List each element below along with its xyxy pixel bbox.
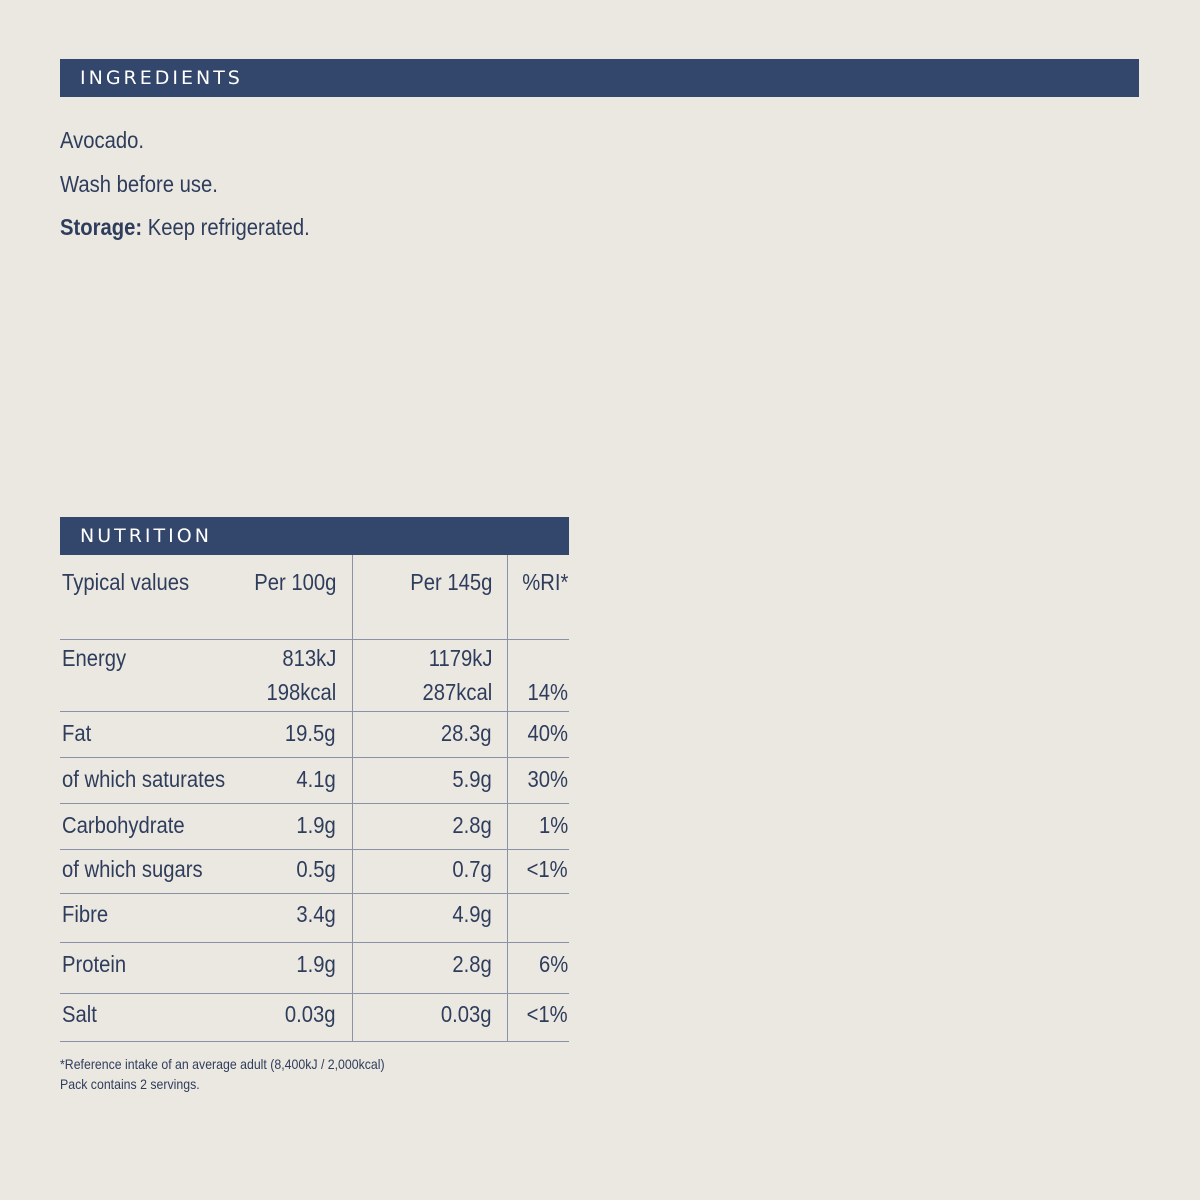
fibre-per145: 4.9g	[452, 901, 492, 927]
carbohydrate-ri: 1%	[538, 812, 568, 838]
storage-text: Keep refrigerated.	[147, 214, 310, 240]
carbohydrate-per100: 1.9g	[296, 812, 336, 838]
protein-per145: 2.8g	[452, 951, 492, 977]
energy-per145-kj: 1179kJ	[428, 645, 492, 671]
fibre-label: Fibre	[62, 901, 109, 927]
fat-per145: 28.3g	[441, 720, 492, 746]
footnote: *Reference intake of an average adult (8…	[60, 1054, 385, 1094]
header-per-100g: Per 100g	[253, 569, 336, 595]
saturates-per145: 5.9g	[452, 766, 492, 792]
salt-label: Salt	[62, 1001, 97, 1027]
fat-per100: 19.5g	[285, 720, 336, 746]
table-row-salt: Salt 0.03g 0.03g <1%	[60, 994, 569, 1042]
sugars-per100: 0.5g	[296, 856, 336, 882]
table-row-saturates: of which saturates 4.1g 5.9g 30%	[60, 758, 569, 804]
energy-label: Energy	[62, 645, 127, 671]
fat-ri: 40%	[527, 720, 568, 746]
protein-ri: 6%	[538, 951, 568, 977]
nutrition-heading: NUTRITION	[60, 517, 569, 555]
fat-label: Fat	[62, 720, 92, 746]
salt-ri: <1%	[526, 1001, 568, 1027]
footnote-reference-intake: *Reference intake of an average adult (8…	[60, 1056, 385, 1072]
header-typical-values: Typical values	[62, 569, 190, 595]
salt-per145: 0.03g	[441, 1001, 492, 1027]
sugars-label: of which sugars	[62, 856, 203, 882]
sugars-ri: <1%	[526, 856, 568, 882]
ingredient-list: Avocado.	[60, 127, 145, 153]
table-row-fat: Fat 19.5g 28.3g 40%	[60, 712, 569, 758]
nutrition-heading-text: NUTRITION	[80, 525, 212, 547]
carbohydrate-per145: 2.8g	[452, 812, 492, 838]
storage-instruction: Storage: Keep refrigerated.	[60, 213, 310, 241]
saturates-ri: 30%	[527, 766, 568, 792]
fibre-per100: 3.4g	[296, 901, 336, 927]
ingredients-heading-text: INGREDIENTS	[80, 67, 243, 89]
salt-per100: 0.03g	[285, 1001, 336, 1027]
table-row-carbohydrate: Carbohydrate 1.9g 2.8g 1%	[60, 804, 569, 850]
footnote-servings: Pack contains 2 servings.	[60, 1076, 200, 1092]
table-row-protein: Protein 1.9g 2.8g 6%	[60, 943, 569, 994]
table-row-sugars: of which sugars 0.5g 0.7g <1%	[60, 850, 569, 894]
usage-instruction: Wash before use.	[60, 171, 218, 197]
header-per-145g: Per 145g	[409, 569, 492, 595]
energy-per100-kcal: 198kcal	[266, 679, 336, 705]
saturates-per100: 4.1g	[296, 766, 336, 792]
storage-label: Storage:	[60, 214, 143, 240]
energy-per145-kcal: 287kcal	[422, 679, 492, 705]
carbohydrate-label: Carbohydrate	[62, 812, 185, 838]
ingredients-heading: INGREDIENTS	[60, 59, 1139, 97]
nutrition-table: Typical values Per 100g Per 145g %RI* En…	[60, 555, 569, 1042]
energy-per100-kj: 813kJ	[281, 645, 336, 671]
saturates-label: of which saturates	[62, 766, 226, 792]
sugars-per145: 0.7g	[452, 856, 492, 882]
table-header-row: Typical values Per 100g Per 145g %RI*	[60, 555, 569, 640]
header-ri: %RI*	[521, 569, 568, 595]
table-row-energy: Energy 813kJ 1179kJ 198kcal 287kcal 14%	[60, 640, 569, 712]
protein-label: Protein	[62, 951, 127, 977]
protein-per100: 1.9g	[296, 951, 336, 977]
energy-ri: 14%	[527, 679, 568, 705]
table-row-fibre: Fibre 3.4g 4.9g	[60, 894, 569, 943]
